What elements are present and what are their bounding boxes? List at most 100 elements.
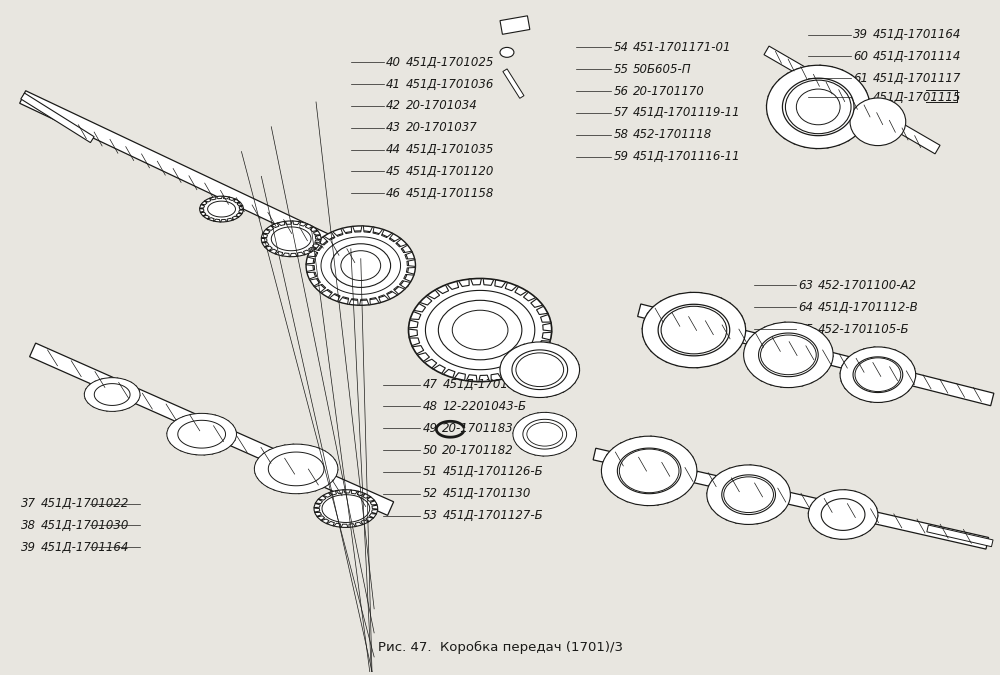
Ellipse shape [84, 378, 140, 411]
Text: 38: 38 [21, 519, 36, 532]
Polygon shape [853, 357, 903, 393]
Text: 451Д-1701036: 451Д-1701036 [406, 78, 494, 90]
Ellipse shape [513, 412, 577, 456]
Polygon shape [268, 452, 324, 486]
Ellipse shape [850, 98, 906, 146]
Text: 39: 39 [21, 541, 36, 554]
Polygon shape [200, 196, 243, 222]
Text: 39: 39 [853, 28, 868, 41]
Polygon shape [306, 226, 415, 305]
Polygon shape [30, 343, 394, 516]
Text: 12-2201043-Б: 12-2201043-Б [442, 400, 526, 413]
Ellipse shape [516, 353, 564, 387]
Text: 65: 65 [798, 323, 813, 335]
Ellipse shape [744, 322, 833, 387]
Polygon shape [707, 465, 790, 524]
Text: 54: 54 [613, 41, 628, 54]
Ellipse shape [261, 221, 321, 256]
Text: 52: 52 [422, 487, 437, 500]
Polygon shape [503, 69, 524, 99]
Text: 41: 41 [386, 78, 401, 90]
Text: 49: 49 [422, 422, 437, 435]
Ellipse shape [724, 477, 773, 512]
Ellipse shape [767, 65, 870, 148]
Ellipse shape [661, 306, 727, 354]
Polygon shape [767, 65, 870, 148]
Polygon shape [617, 448, 681, 493]
Text: 451Д-1701030: 451Д-1701030 [41, 519, 129, 532]
Text: 451Д-1701116-11: 451Д-1701116-11 [633, 150, 741, 163]
Text: 451Д-1701164: 451Д-1701164 [41, 541, 129, 554]
Text: 40: 40 [386, 56, 401, 69]
Text: 63: 63 [798, 279, 813, 292]
Text: 37: 37 [21, 497, 36, 510]
Polygon shape [409, 279, 552, 381]
Polygon shape [722, 475, 775, 514]
Polygon shape [178, 421, 226, 448]
Text: 53: 53 [422, 509, 437, 522]
Text: 451Д-1701130: 451Д-1701130 [442, 487, 531, 500]
Text: 20-1701170: 20-1701170 [633, 84, 705, 98]
Polygon shape [759, 333, 818, 377]
Text: 55: 55 [613, 63, 628, 76]
Text: 20-1701037: 20-1701037 [406, 122, 477, 134]
Text: 59: 59 [613, 150, 628, 163]
Ellipse shape [855, 358, 901, 391]
Polygon shape [840, 347, 916, 402]
Bar [500, 16, 530, 34]
Polygon shape [20, 90, 413, 287]
Text: 451Д-1701112-В: 451Д-1701112-В [818, 301, 919, 314]
Polygon shape [512, 350, 568, 389]
Polygon shape [167, 413, 236, 455]
Polygon shape [254, 444, 338, 493]
Ellipse shape [808, 490, 878, 539]
Polygon shape [94, 383, 130, 406]
Ellipse shape [420, 288, 540, 373]
Polygon shape [21, 93, 94, 142]
Ellipse shape [200, 196, 243, 222]
Text: 451Д-1701120: 451Д-1701120 [406, 165, 494, 178]
Text: 56: 56 [613, 84, 628, 98]
Text: Рис. 47.  Коробка передач (1701)/3: Рис. 47. Коробка передач (1701)/3 [378, 641, 622, 654]
Text: 47: 47 [422, 378, 437, 391]
Ellipse shape [438, 300, 522, 360]
Polygon shape [927, 525, 993, 547]
Polygon shape [84, 378, 140, 411]
Polygon shape [500, 342, 580, 398]
Ellipse shape [707, 465, 790, 524]
Text: 451-1701171-01: 451-1701171-01 [633, 41, 732, 54]
Ellipse shape [500, 342, 580, 398]
Ellipse shape [331, 244, 391, 288]
Text: 451Д-1701119-11: 451Д-1701119-11 [633, 107, 741, 119]
Text: 451Д-1701117: 451Д-1701117 [873, 72, 961, 84]
Text: 451Д-1701035: 451Д-1701035 [406, 143, 494, 156]
Text: 43: 43 [386, 122, 401, 134]
Polygon shape [513, 412, 577, 456]
Polygon shape [593, 448, 989, 549]
Text: 20-1701034: 20-1701034 [406, 99, 477, 113]
Text: 48: 48 [422, 400, 437, 413]
Ellipse shape [840, 347, 916, 402]
Text: 451Д-1701158: 451Д-1701158 [406, 187, 494, 200]
Polygon shape [271, 227, 311, 250]
Polygon shape [642, 292, 746, 368]
Text: 58: 58 [613, 128, 628, 141]
Text: 62: 62 [853, 90, 868, 103]
Polygon shape [208, 201, 235, 217]
Text: 51: 51 [422, 465, 437, 479]
Ellipse shape [500, 47, 514, 57]
Polygon shape [425, 290, 535, 370]
Text: 46: 46 [386, 187, 401, 200]
Ellipse shape [796, 89, 840, 125]
Polygon shape [808, 490, 878, 539]
Polygon shape [782, 78, 854, 136]
Polygon shape [314, 490, 378, 527]
Text: 452-1701118: 452-1701118 [633, 128, 713, 141]
Text: 451Д-1701025: 451Д-1701025 [406, 56, 494, 69]
Ellipse shape [785, 80, 851, 134]
Polygon shape [523, 419, 567, 449]
Text: 452-1701100-А2: 452-1701100-А2 [818, 279, 917, 292]
Text: 64: 64 [798, 301, 813, 314]
Ellipse shape [619, 449, 679, 493]
Ellipse shape [341, 250, 381, 281]
